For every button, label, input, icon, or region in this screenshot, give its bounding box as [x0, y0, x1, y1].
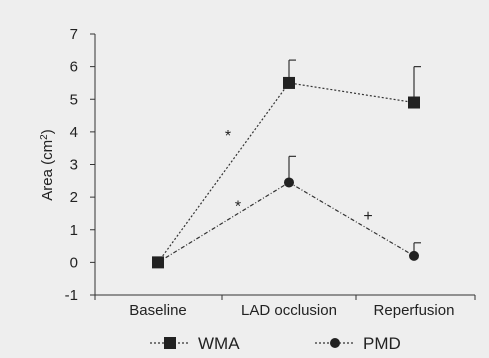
significance-annotation: +	[363, 208, 372, 225]
marker-pmd	[153, 257, 163, 268]
y-tick-label: 1	[70, 222, 78, 239]
marker-wma	[408, 96, 420, 109]
y-tick-label: -1	[65, 287, 78, 304]
marker-wma	[283, 76, 295, 89]
y-tick-label: 3	[70, 157, 78, 174]
y-axis-title-main: Area (cm	[39, 140, 56, 201]
legend-label-pmd: PMD	[363, 334, 401, 353]
y-tick-label: 4	[70, 124, 78, 141]
x-tick-label: LAD occlusion	[241, 302, 337, 319]
y-axis-title-superscript: 2	[39, 134, 50, 140]
series-lines	[157, 82, 415, 263]
significance-annotation: *	[225, 128, 231, 145]
series-line-wma	[157, 82, 415, 263]
y-tick-label: 7	[70, 26, 78, 43]
legend: WMA PMD	[150, 334, 401, 353]
x-tick-labels: Baseline LAD occlusion Reperfusion	[129, 302, 454, 319]
marker-pmd	[284, 177, 294, 188]
y-tick-label: 0	[70, 254, 78, 271]
y-axis	[90, 33, 96, 296]
x-tick-label: Reperfusion	[374, 302, 455, 319]
data-markers	[152, 76, 420, 269]
marker-pmd	[409, 250, 419, 261]
significance-annotation: *	[235, 198, 241, 215]
y-tick-label: 6	[70, 59, 78, 76]
y-tick-label: 2	[70, 189, 78, 206]
y-tick-label: 5	[70, 91, 78, 108]
annotations: * * +	[225, 128, 373, 225]
legend-marker-wma	[164, 337, 176, 349]
x-tick-label: Baseline	[129, 302, 187, 319]
y-tick-labels: -1 0 1 2 3 4 5 6 7	[65, 26, 78, 304]
error-bars	[288, 59, 421, 256]
legend-marker-pmd	[330, 338, 340, 348]
y-axis-title: Area (cm2)	[39, 129, 57, 200]
series-line-pmd	[157, 181, 415, 263]
y-axis-title-close: )	[39, 129, 56, 134]
x-axis	[94, 294, 476, 300]
legend-label-wma: WMA	[198, 334, 240, 353]
